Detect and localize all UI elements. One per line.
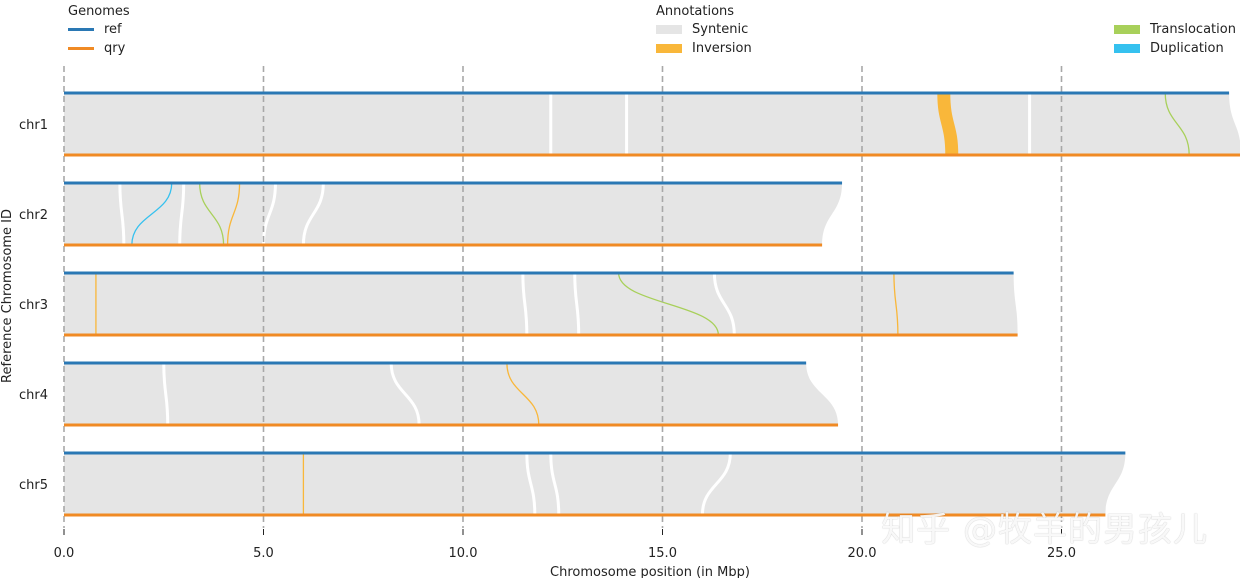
syntenic-band-chr4: [64, 363, 839, 425]
watermark: 知乎 @牧羊的男孩儿: [881, 510, 1208, 550]
x-tick-label: 5.0: [253, 546, 274, 561]
duplication-link-chr2: [131, 182, 173, 246]
legend-duplication-label: Duplication: [1150, 41, 1224, 56]
gap-strip: [162, 362, 170, 426]
legend-annotations-title: Annotations: [656, 4, 735, 19]
legend-duplication: Duplication: [1114, 41, 1224, 56]
gap-strip: [525, 452, 537, 516]
legend-translocation: Translocation: [1114, 22, 1236, 37]
x-tick-label: 20.0: [848, 546, 877, 561]
axis-text: chr1 chr2 chr3 chr4 chr5 0.0 5.0 10.0 15.0 20.0 25…: [0, 118, 1076, 578]
gap-strip: [712, 272, 736, 336]
legend-qry-swatch: [68, 47, 94, 50]
legend-inversion-label: Inversion: [692, 41, 752, 56]
gap-strip: [573, 272, 581, 336]
translocation-link-chr3: [617, 272, 720, 336]
legend-ref-swatch: [68, 28, 94, 31]
legend-genome-ref: ref: [68, 22, 122, 37]
translocation-link-chr2: [199, 182, 225, 246]
legend-ref-label: ref: [104, 22, 122, 37]
legend-translocation-label: Translocation: [1150, 22, 1236, 37]
x-tick-label: 10.0: [449, 546, 478, 561]
chromosome-label-chr4: chr4: [19, 388, 48, 403]
inversion-link-chr3: [893, 272, 899, 336]
legend-qry-label: qry: [104, 41, 126, 56]
gap-strips: [118, 92, 1032, 516]
gap-strip: [301, 182, 325, 246]
chromosome-label-chr5: chr5: [19, 478, 48, 493]
chromosome-label-chr2: chr2: [19, 208, 48, 223]
syntenic-band-chr2: [64, 183, 843, 245]
legend-syntenic-swatch: [656, 25, 682, 34]
gap-strip: [521, 272, 529, 336]
gap-strip: [118, 182, 126, 246]
annotation-links: [95, 92, 1190, 515]
legend-duplication-swatch: [1114, 44, 1140, 53]
legend-genomes-title: Genomes: [68, 4, 130, 19]
translocation-link-chr1: [1164, 92, 1190, 156]
chromosome-lines: [64, 91, 1240, 517]
legend-syntenic-label: Syntenic: [692, 22, 749, 37]
x-tick-label: 0.0: [54, 546, 75, 561]
legend-translocation-swatch: [1114, 25, 1140, 34]
x-tick-label: 25.0: [1047, 546, 1076, 561]
gap-strip: [549, 452, 561, 516]
grid-lines: [63, 66, 1063, 528]
chromosome-label-chr3: chr3: [19, 298, 48, 313]
gap-strip: [178, 182, 186, 246]
inversion-link-chr4: [506, 362, 540, 426]
legend-inversion-swatch: [656, 44, 682, 53]
syntenic-band-chr1: [64, 93, 1240, 155]
syntenic-band-chr5: [64, 453, 1126, 515]
legend-genome-qry: qry: [68, 41, 125, 56]
legend-syntenic: Syntenic: [656, 22, 748, 37]
x-axis-label: Chromosome position (in Mbp): [550, 565, 750, 578]
inversion-link-chr2: [226, 182, 241, 246]
chromosome-label-chr1: chr1: [19, 118, 48, 133]
x-tick-label: 15.0: [648, 546, 677, 561]
legend-inversion: Inversion: [656, 41, 752, 56]
syntenic-band-chr3: [64, 273, 1018, 335]
gap-strip: [700, 452, 732, 516]
y-axis-label: Reference Chromosome ID: [0, 209, 15, 383]
gap-strip: [389, 362, 421, 426]
